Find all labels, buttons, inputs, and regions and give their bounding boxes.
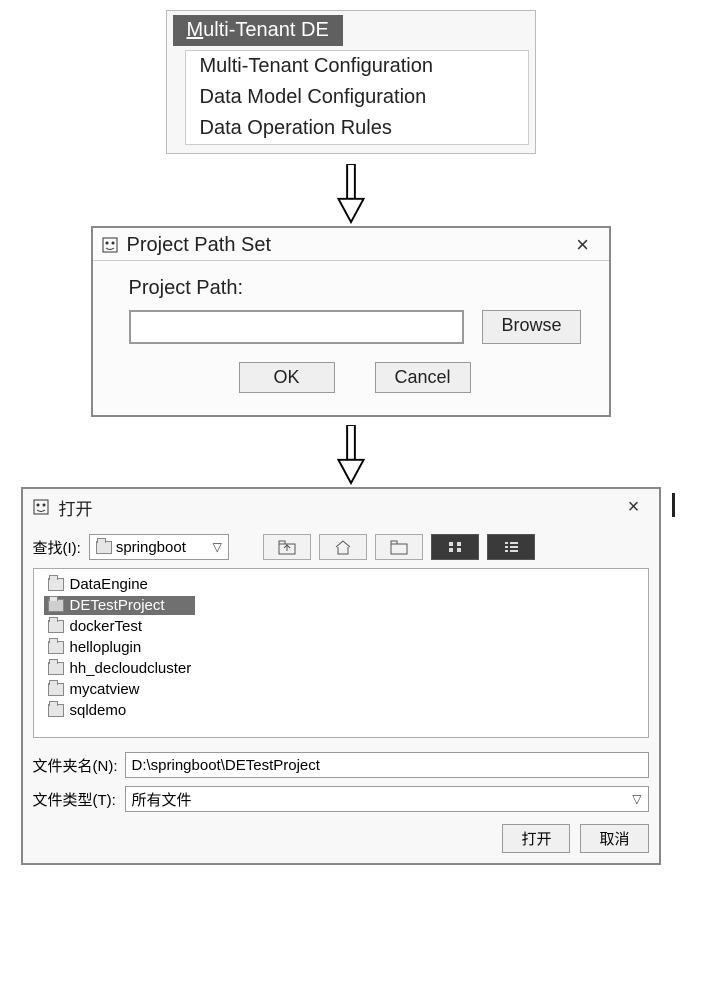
- filetype-select[interactable]: 所有文件 ▽: [125, 786, 649, 812]
- list-item[interactable]: DETestProject: [44, 596, 196, 615]
- folder-icon: [48, 599, 64, 612]
- list-item-label: mycatview: [70, 681, 140, 698]
- list-item-label: dockerTest: [70, 618, 143, 635]
- folder-icon: [48, 704, 64, 717]
- list-item-label: DataEngine: [70, 576, 148, 593]
- folder-icon: [48, 662, 64, 675]
- chevron-down-icon: ▽: [632, 792, 641, 806]
- view-grid-button[interactable]: [431, 534, 479, 560]
- dialog-title: Project Path Set: [127, 234, 565, 257]
- dialog-body: Project Path: Browse OK Cancel: [93, 260, 609, 415]
- menu-header-text: ulti-Tenant DE: [203, 19, 329, 41]
- menu-list: Multi-Tenant Configuration Data Model Co…: [185, 50, 529, 145]
- arrow-down-icon: [338, 164, 364, 224]
- file-dialog-title: 打开: [59, 495, 619, 520]
- arrow-down-icon: [338, 425, 364, 485]
- list-item-label: DETestProject: [70, 597, 165, 614]
- decor-bar: [672, 493, 675, 517]
- file-dialog-wrapper: 打开 × 查找(I): springboot ▽: [41, 487, 661, 865]
- filetype-row: 文件类型(T): 所有文件 ▽: [23, 782, 659, 816]
- list-item-label: helloplugin: [70, 639, 142, 656]
- list-item-label: sqldemo: [70, 702, 127, 719]
- folder-icon: [48, 641, 64, 654]
- file-open-dialog: 打开 × 查找(I): springboot ▽: [21, 487, 661, 865]
- chevron-down-icon: ▽: [213, 540, 222, 554]
- list-item[interactable]: mycatview: [44, 680, 196, 699]
- list-item[interactable]: dockerTest: [44, 617, 196, 636]
- folder-icon: [48, 578, 64, 591]
- menu-header-hotkey: M: [187, 19, 204, 41]
- home-button[interactable]: [319, 534, 367, 560]
- folder-icon: [48, 620, 64, 633]
- list-item[interactable]: sqldemo: [44, 701, 196, 720]
- menu-item-data-model-config[interactable]: Data Model Configuration: [186, 82, 528, 113]
- list-item[interactable]: DataEngine: [44, 575, 196, 594]
- project-path-label: Project Path:: [129, 277, 581, 300]
- menu-item-multi-tenant-config[interactable]: Multi-Tenant Configuration: [186, 51, 528, 82]
- view-list-button[interactable]: [487, 534, 535, 560]
- project-path-input[interactable]: [129, 310, 465, 344]
- filename-row: 文件夹名(N):: [23, 748, 659, 782]
- list-item[interactable]: helloplugin: [44, 638, 196, 657]
- cancel-button[interactable]: Cancel: [375, 362, 471, 393]
- browse-button[interactable]: Browse: [482, 310, 580, 344]
- close-icon[interactable]: ×: [565, 232, 601, 258]
- list-item[interactable]: hh_decloudcluster: [44, 659, 196, 678]
- folder-icon: [96, 541, 112, 554]
- dialog-app-icon: [33, 499, 51, 517]
- open-button[interactable]: 打开: [502, 824, 570, 853]
- ok-button[interactable]: OK: [239, 362, 335, 393]
- filetype-label: 文件类型(T):: [33, 789, 115, 810]
- menu-header[interactable]: Multi-Tenant DE: [173, 15, 343, 46]
- lookin-combo[interactable]: springboot ▽: [89, 534, 229, 560]
- lookin-label: 查找(I):: [33, 537, 81, 558]
- folder-icon: [48, 683, 64, 696]
- list-item-label: hh_decloudcluster: [70, 660, 192, 677]
- file-dialog-titlebar: 打开 ×: [23, 489, 659, 534]
- new-folder-button[interactable]: [375, 534, 423, 560]
- file-dialog-buttons: 打开 取消: [23, 816, 659, 853]
- menu-panel: Multi-Tenant DE Multi-Tenant Configurati…: [166, 10, 536, 154]
- close-icon[interactable]: ×: [619, 496, 649, 519]
- filetype-value: 所有文件: [132, 789, 192, 810]
- filename-input[interactable]: [125, 752, 649, 778]
- file-dialog-toolbar: 查找(I): springboot ▽: [23, 534, 659, 568]
- project-path-dialog: Project Path Set × Project Path: Browse …: [91, 226, 611, 417]
- cancel-button[interactable]: 取消: [580, 824, 648, 853]
- filename-label: 文件夹名(N):: [33, 755, 115, 776]
- dialog-app-icon: [101, 236, 119, 254]
- lookin-value: springboot: [116, 539, 213, 556]
- file-list[interactable]: DataEngine DETestProject dockerTest hell…: [33, 568, 649, 738]
- menu-item-data-operation-rules[interactable]: Data Operation Rules: [186, 113, 528, 144]
- up-level-button[interactable]: [263, 534, 311, 560]
- dialog-titlebar: Project Path Set ×: [93, 228, 609, 260]
